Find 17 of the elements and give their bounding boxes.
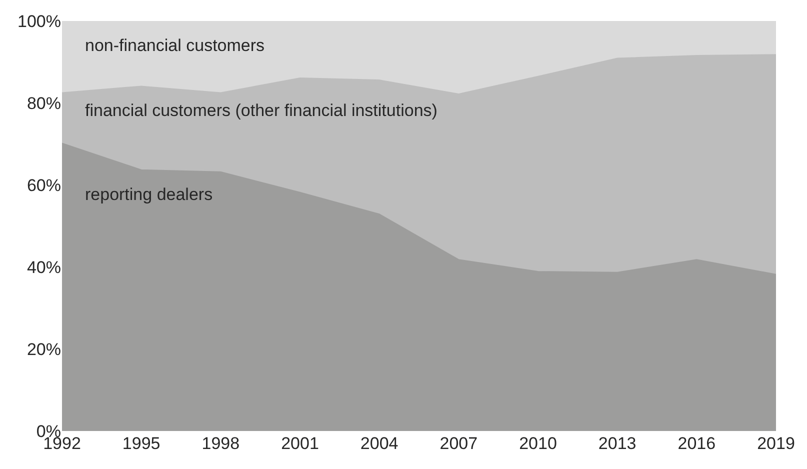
x-tick-label: 2007 — [440, 434, 478, 453]
series-label: financial customers (other financial institutions) — [85, 101, 438, 120]
series-label: reporting dealers — [85, 185, 213, 204]
x-tick-label: 2010 — [519, 434, 557, 453]
y-tick-label: 80% — [26, 94, 61, 113]
y-tick-label: 60% — [26, 176, 61, 195]
series-label: non-financial customers — [85, 36, 265, 55]
x-tick-label: 2013 — [598, 434, 636, 453]
x-tick-label: 2001 — [281, 434, 319, 453]
x-tick-label: 2004 — [360, 434, 398, 453]
x-tick-label: 2019 — [757, 434, 795, 453]
y-tick-label: 100% — [18, 12, 61, 31]
x-tick-label: 1998 — [202, 434, 240, 453]
x-tick-label: 1995 — [122, 434, 160, 453]
y-tick-label: 40% — [26, 258, 61, 277]
y-tick-label: 20% — [26, 340, 61, 359]
x-tick-label: 2016 — [678, 434, 716, 453]
